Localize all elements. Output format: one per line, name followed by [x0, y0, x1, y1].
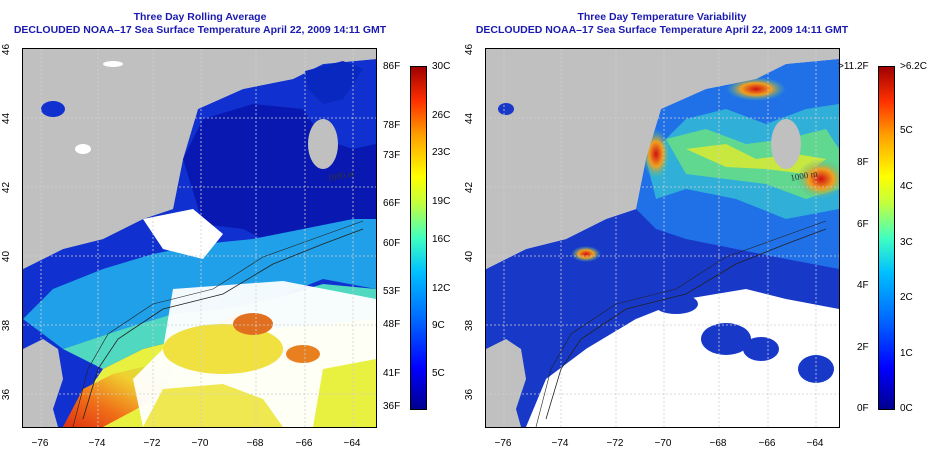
- right-lat-44: 44: [464, 112, 476, 125]
- left-lat-38: 38: [1, 319, 13, 332]
- right-cbar-c-2: 2C: [900, 292, 913, 303]
- right-lon-70: −70: [654, 438, 672, 449]
- left-lat-46: 46: [1, 43, 13, 56]
- right-lon-64: −64: [806, 438, 824, 449]
- left-lon-74: −74: [88, 438, 106, 449]
- right-lon-72: −72: [606, 438, 624, 449]
- left-lon-68: −68: [246, 438, 264, 449]
- left-cbar-f-53: 53F: [383, 286, 401, 297]
- right-contour-label: 1000 m: [790, 168, 819, 183]
- left-lat-36: 36: [1, 388, 13, 401]
- right-cbar-c-1: 1C: [900, 348, 913, 359]
- right-lat-36: 36: [464, 388, 476, 401]
- left-lon-72: −72: [143, 438, 161, 449]
- left-title-line2: DECLOUDED NOAA–17 Sea Surface Temperatur…: [13, 24, 387, 36]
- left-cbar-f-66: 66F: [383, 198, 401, 209]
- right-cbar-c-4: 4C: [900, 181, 913, 192]
- right-cbar-f-8: 8F: [857, 157, 869, 168]
- left-lat-40: 40: [1, 250, 13, 263]
- left-colorbar: [410, 66, 427, 410]
- right-lon-76: −76: [494, 438, 512, 449]
- left-cbar-f-48: 48F: [383, 319, 401, 330]
- right-colorbar: [878, 66, 895, 410]
- right-cbar-c-3: 3C: [900, 237, 913, 248]
- right-lon-68: −68: [709, 438, 727, 449]
- left-lon-64: −64: [343, 438, 361, 449]
- left-lon-66: −66: [295, 438, 313, 449]
- left-contour-label: 1000 m: [327, 168, 356, 183]
- left-cbar-f-78: 78F: [383, 120, 401, 131]
- right-lon-74: −74: [551, 438, 569, 449]
- left-cbar-c-19: 19C: [432, 196, 451, 207]
- left-title-line1: Three Day Rolling Average: [133, 11, 267, 23]
- left-cbar-f-60: 60F: [383, 238, 401, 249]
- left-lon-76: −76: [31, 438, 49, 449]
- left-cbar-c-26: 26C: [432, 110, 451, 121]
- right-lat-40: 40: [464, 250, 476, 263]
- right-lat-42: 42: [464, 181, 476, 194]
- right-cbar-f-6: 6F: [857, 219, 869, 230]
- left-cbar-f-86: 86F: [383, 61, 401, 72]
- right-cbar-f-2: 2F: [857, 342, 869, 353]
- right-map: 1000 m: [485, 48, 840, 428]
- right-cbar-c-max: >6.2C: [900, 61, 927, 72]
- right-cbar-f-max: >11.2F: [838, 61, 869, 72]
- right-title-line2: DECLOUDED NOAA–17 Sea Surface Temperatur…: [475, 24, 849, 36]
- left-cbar-c-30: 30C: [432, 61, 451, 72]
- right-title-line1: Three Day Temperature Variability: [577, 11, 747, 23]
- left-cbar-c-5: 5C: [432, 368, 445, 379]
- left-cbar-f-36: 36F: [383, 401, 401, 412]
- left-cbar-c-12: 12C: [432, 283, 451, 294]
- right-cbar-c-5: 5C: [900, 125, 913, 136]
- left-lat-44: 44: [1, 112, 13, 125]
- right-lat-46: 46: [464, 43, 476, 56]
- left-cbar-c-9: 9C: [432, 320, 445, 331]
- left-cbar-f-41: 41F: [383, 368, 401, 379]
- right-lat-38: 38: [464, 319, 476, 332]
- left-cbar-f-73: 73F: [383, 150, 401, 161]
- left-cbar-c-16: 16C: [432, 234, 451, 245]
- right-cbar-f-0: 0F: [857, 403, 869, 414]
- left-lon-70: −70: [191, 438, 209, 449]
- left-lat-42: 42: [1, 181, 13, 194]
- left-cbar-c-23: 23C: [432, 147, 451, 158]
- left-map: 1000 m: [22, 48, 377, 428]
- right-cbar-f-4: 4F: [857, 280, 869, 291]
- right-lon-66: −66: [758, 438, 776, 449]
- right-cbar-c-0: 0C: [900, 403, 913, 414]
